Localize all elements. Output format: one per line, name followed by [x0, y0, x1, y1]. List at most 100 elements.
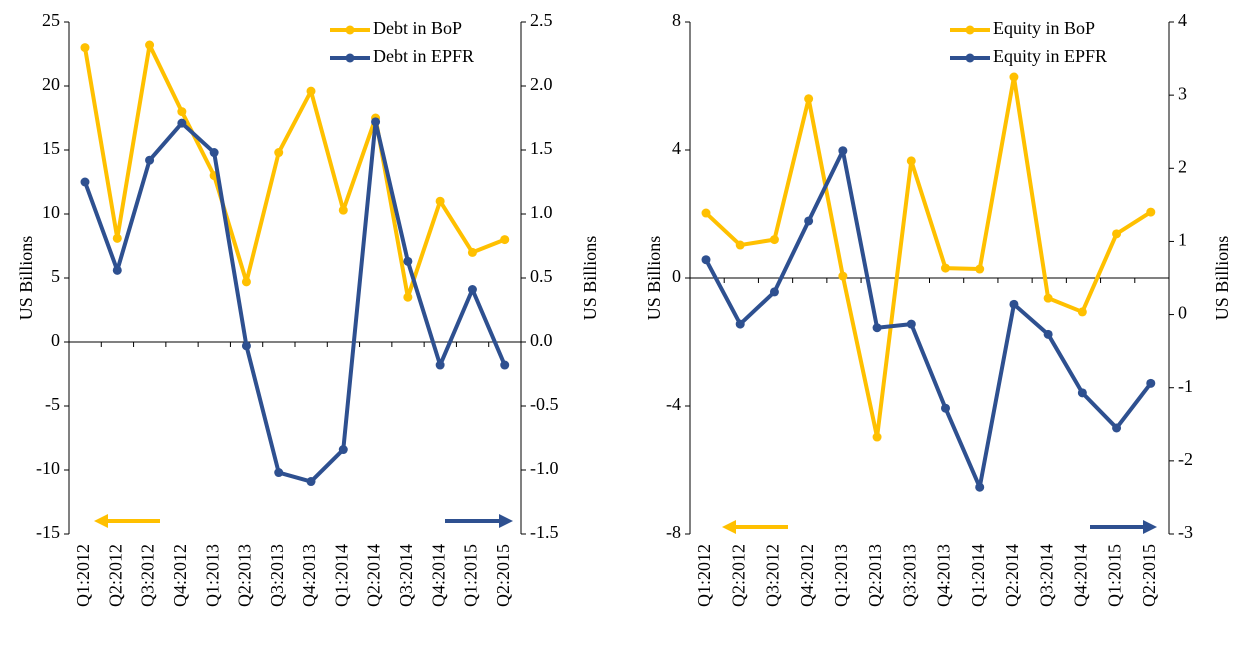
- y-tick-label: -8: [666, 522, 681, 542]
- y-tick-label: 10: [42, 202, 60, 222]
- point: [1112, 229, 1122, 239]
- x-tick-label: Q2:2012: [105, 544, 125, 607]
- y2-tick-label: 0.0: [530, 330, 553, 350]
- point: [80, 43, 90, 53]
- point: [941, 263, 950, 273]
- y2-tick-label: -1: [1178, 376, 1193, 396]
- x-tick-label: Q4:2014: [1070, 544, 1090, 607]
- legend-marker: [345, 53, 355, 63]
- point: [941, 403, 950, 413]
- point: [177, 107, 187, 117]
- x-tick-label: Q4:2012: [797, 544, 817, 607]
- y2-tick-label: 4: [1178, 10, 1187, 30]
- point: [906, 319, 916, 329]
- point: [975, 482, 985, 492]
- point: [145, 155, 155, 165]
- x-tick-label: Q3:2013: [267, 544, 287, 607]
- x-tick-label: Q1:2013: [831, 544, 851, 607]
- y2-tick-label: 2.5: [530, 10, 553, 30]
- point: [1043, 329, 1053, 339]
- y2-tick-label: -0.5: [530, 394, 559, 414]
- point: [274, 468, 284, 478]
- point: [112, 233, 122, 243]
- point: [500, 360, 510, 370]
- x-tick-label: Q2:2014: [364, 544, 384, 607]
- point: [177, 118, 187, 128]
- point: [838, 271, 848, 281]
- y-axis-title: US Billions: [644, 236, 664, 321]
- point: [1146, 207, 1156, 217]
- point: [467, 247, 477, 257]
- point: [403, 292, 413, 302]
- y2-tick-label: 1.0: [530, 202, 553, 222]
- point: [274, 148, 284, 158]
- y-tick-label: 25: [42, 10, 60, 30]
- point: [500, 235, 510, 245]
- point: [1009, 72, 1019, 82]
- y-tick-label: -10: [36, 458, 60, 478]
- y2-tick-label: -1.5: [530, 522, 559, 542]
- point: [1043, 293, 1053, 303]
- point: [403, 256, 413, 266]
- y-tick-label: -4: [666, 394, 681, 414]
- point: [1009, 299, 1019, 309]
- x-tick-label: Q1:2013: [202, 544, 222, 607]
- x-tick-label: Q1:2012: [694, 544, 714, 607]
- point: [209, 148, 219, 158]
- x-tick-label: Q2:2012: [728, 544, 748, 607]
- point: [306, 477, 316, 487]
- y2-tick-label: 2.0: [530, 74, 553, 94]
- point: [338, 445, 348, 455]
- y-axis-title: US Billions: [16, 236, 36, 321]
- y2-tick-label: 0.5: [530, 266, 553, 286]
- point: [371, 117, 381, 127]
- point: [241, 341, 251, 351]
- legend-label: Equity in EPFR: [993, 46, 1107, 66]
- point: [112, 265, 122, 275]
- point: [701, 255, 711, 265]
- series-line: [704, 75, 1152, 440]
- x-tick-label: Q4:2012: [170, 544, 190, 607]
- x-tick-label: Q1:2015: [1105, 544, 1125, 607]
- y-tick-label: 8: [672, 10, 681, 30]
- y-tick-label: -15: [36, 522, 60, 542]
- point: [735, 319, 745, 329]
- x-tick-label: Q3:2012: [138, 544, 158, 607]
- point: [735, 240, 745, 250]
- point: [838, 146, 848, 156]
- point: [872, 323, 882, 333]
- y-tick-label: 4: [672, 138, 681, 158]
- x-tick-label: Q1:2014: [968, 544, 988, 607]
- point: [701, 208, 711, 218]
- x-tick-label: Q2:2013: [865, 544, 885, 607]
- point: [467, 285, 477, 295]
- arrows: [94, 514, 1157, 534]
- y2-tick-label: -2: [1178, 449, 1193, 469]
- y-tick-label: 15: [42, 138, 60, 158]
- x-tick-label: Q2:2015: [1139, 544, 1159, 607]
- point: [1146, 378, 1156, 388]
- y-tick-label: 0: [51, 330, 60, 350]
- x-tick-label: Q3:2014: [396, 544, 416, 607]
- point: [872, 432, 882, 442]
- x-tick-label: Q4:2013: [299, 544, 319, 607]
- legend-marker: [965, 53, 975, 63]
- legend-label: Equity in BoP: [993, 18, 1095, 38]
- point: [1077, 307, 1087, 317]
- x-tick-label: Q2:2015: [493, 544, 513, 607]
- y-tick-label: 0: [672, 266, 681, 286]
- legend-marker: [345, 25, 355, 35]
- x-tick-label: Q4:2013: [934, 544, 954, 607]
- point: [435, 360, 445, 370]
- point: [145, 40, 155, 50]
- x-tick-label: Q1:2015: [461, 544, 481, 607]
- point: [306, 86, 316, 96]
- point: [1077, 388, 1087, 398]
- y2-tick-label: 3: [1178, 83, 1187, 103]
- series-line: [83, 43, 506, 300]
- x-tick-label: Q2:2013: [235, 544, 255, 607]
- point: [906, 156, 916, 166]
- y2-tick-label: -1.0: [530, 458, 559, 478]
- y-tick-label: -5: [45, 394, 60, 414]
